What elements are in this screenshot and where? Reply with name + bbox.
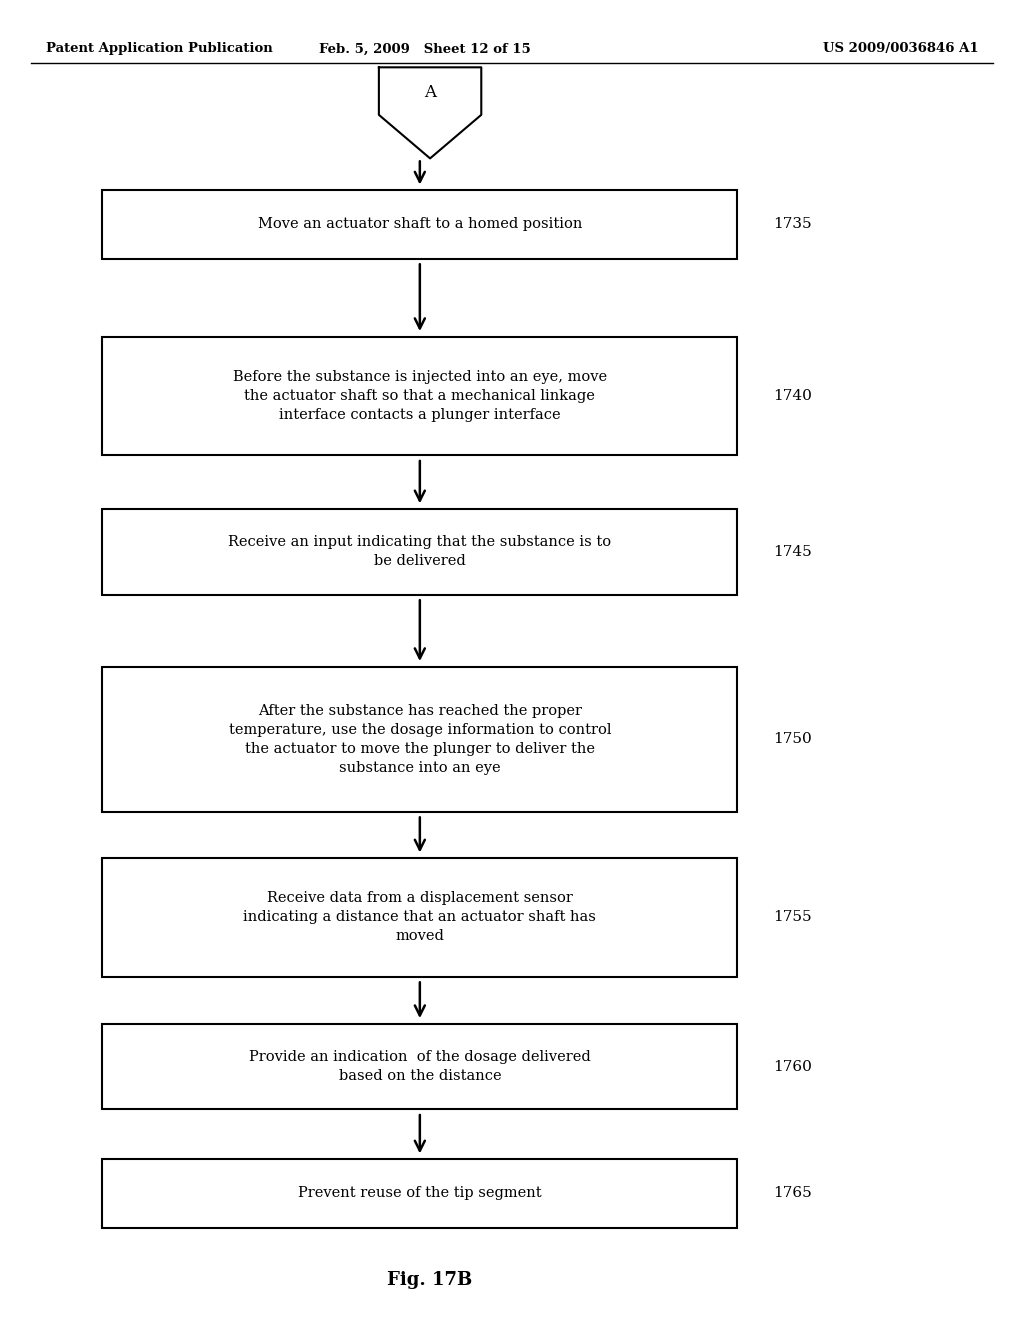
Text: Receive data from a displacement sensor
indicating a distance that an actuator s: Receive data from a displacement sensor … [244,891,596,944]
Text: Patent Application Publication: Patent Application Publication [46,42,272,55]
Bar [102,190,737,259]
Text: Before the substance is injected into an eye, move
the actuator shaft so that a : Before the substance is injected into an… [232,370,607,422]
Text: Prevent reuse of the tip segment: Prevent reuse of the tip segment [298,1187,542,1200]
Bar [102,508,737,594]
Bar [102,1159,737,1228]
Text: Fig. 17B: Fig. 17B [387,1271,473,1290]
Text: A: A [424,84,436,102]
Text: Receive an input indicating that the substance is to
be delivered: Receive an input indicating that the sub… [228,536,611,568]
Text: 1750: 1750 [773,733,812,746]
Text: Feb. 5, 2009   Sheet 12 of 15: Feb. 5, 2009 Sheet 12 of 15 [319,42,530,55]
Text: Provide an indication  of the dosage delivered
based on the distance: Provide an indication of the dosage deli… [249,1051,591,1082]
Text: US 2009/0036846 A1: US 2009/0036846 A1 [823,42,979,55]
Text: 1735: 1735 [773,218,812,231]
Bar [102,667,737,812]
Text: 1745: 1745 [773,545,812,558]
Text: Move an actuator shaft to a homed position: Move an actuator shaft to a homed positi… [258,218,582,231]
Text: 1740: 1740 [773,389,812,403]
Text: 1765: 1765 [773,1187,812,1200]
Text: 1760: 1760 [773,1060,812,1073]
Text: After the substance has reached the proper
temperature, use the dosage informati: After the substance has reached the prop… [228,704,611,775]
Bar [102,1024,737,1109]
Bar [102,858,737,977]
Bar [102,337,737,455]
Text: 1755: 1755 [773,911,812,924]
